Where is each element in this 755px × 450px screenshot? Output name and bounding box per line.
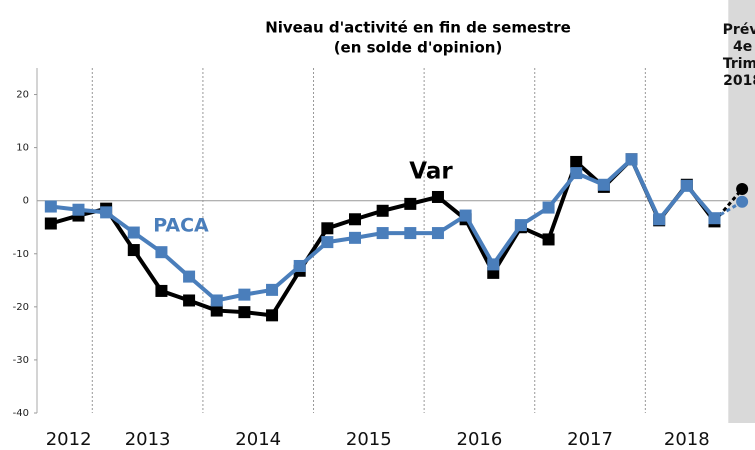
- x-tick-label: 2017: [567, 429, 613, 450]
- marker: [321, 222, 334, 235]
- marker: [653, 213, 666, 226]
- x-tick-label: 2012: [46, 429, 92, 450]
- marker: [155, 246, 168, 259]
- marker: [210, 304, 223, 317]
- marker: [183, 294, 196, 307]
- marker: [376, 227, 389, 240]
- chart-title: Niveau d'activité en fin de semestre: [265, 19, 571, 37]
- forecast-label: 2018: [723, 73, 755, 89]
- marker: [44, 217, 57, 230]
- marker: [348, 213, 361, 226]
- forecast-line: [713, 200, 743, 220]
- marker: [431, 190, 444, 203]
- y-tick-label: 20: [16, 90, 29, 101]
- x-tick-label: 2018: [664, 429, 710, 450]
- marker: [127, 244, 140, 257]
- forecast-marker: [736, 195, 749, 208]
- series-label: Var: [409, 159, 453, 185]
- forecast-marker: [736, 183, 749, 196]
- marker: [348, 231, 361, 244]
- marker: [459, 209, 472, 222]
- marker: [183, 270, 196, 283]
- series: [44, 153, 749, 322]
- marker: [542, 201, 555, 214]
- y-tick-label: 10: [16, 143, 29, 154]
- marker: [155, 284, 168, 297]
- marker: [514, 219, 527, 232]
- forecast-band: [728, 0, 755, 423]
- marker: [404, 197, 417, 210]
- marker: [570, 167, 583, 180]
- forecast-label: Trim.: [723, 56, 755, 72]
- marker: [44, 200, 57, 213]
- y-tick-label: -30: [13, 355, 29, 366]
- marker: [127, 226, 140, 239]
- y-tick-label: -10: [13, 249, 29, 260]
- marker: [238, 306, 251, 319]
- marker: [238, 288, 251, 301]
- marker: [293, 259, 306, 272]
- marker: [321, 236, 334, 249]
- x-tick-label: 2016: [457, 429, 503, 450]
- marker: [266, 283, 279, 296]
- series-label: PACA: [153, 215, 209, 237]
- marker: [72, 203, 85, 216]
- y-tick-label: 0: [23, 196, 29, 207]
- y-tick-label: -40: [13, 408, 29, 419]
- series: [44, 153, 749, 307]
- marker: [100, 206, 113, 219]
- marker: [404, 227, 417, 240]
- x-tick-label: 2014: [235, 429, 281, 450]
- marker: [266, 309, 279, 322]
- marker: [376, 204, 389, 217]
- x-tick-label: 2013: [125, 429, 171, 450]
- marker: [487, 258, 500, 271]
- forecast-label: Prév.: [723, 22, 755, 38]
- x-tick-label: 2015: [346, 429, 392, 450]
- marker: [597, 178, 610, 191]
- marker: [431, 227, 444, 240]
- marker: [542, 233, 555, 246]
- forecast-label: 4e: [733, 39, 752, 55]
- marker: [708, 212, 721, 225]
- y-tick-label: -20: [13, 302, 29, 313]
- marker: [680, 179, 693, 192]
- marker: [625, 153, 638, 166]
- marker: [210, 294, 223, 307]
- marker: [570, 155, 583, 168]
- chart-subtitle: (en solde d'opinion): [334, 39, 503, 57]
